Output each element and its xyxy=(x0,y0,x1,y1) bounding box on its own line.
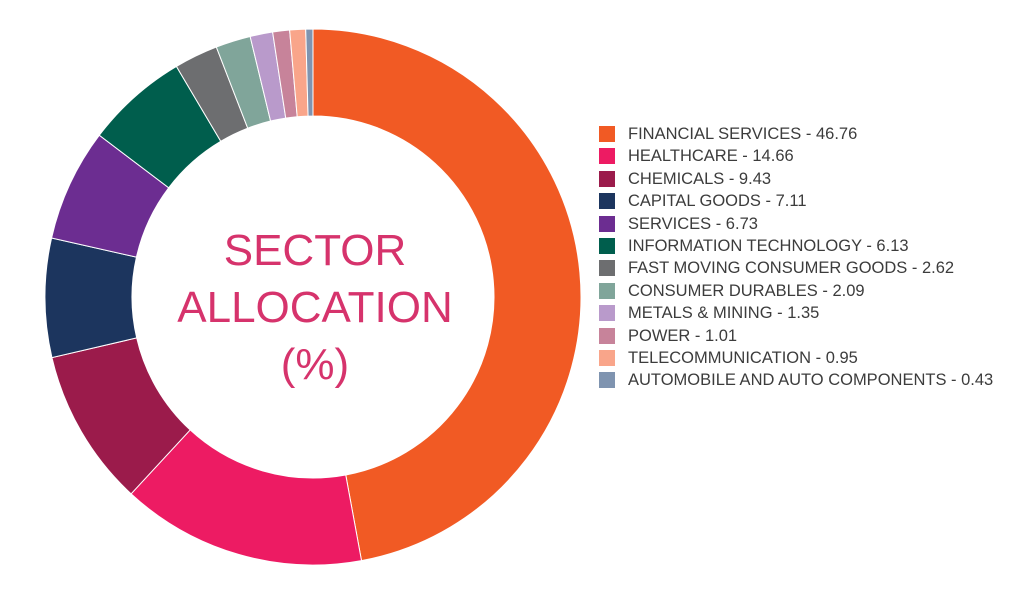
donut-slices xyxy=(44,28,582,566)
legend-label: TELECOMMUNICATION - 0.95 xyxy=(628,349,858,368)
legend-label: CAPITAL GOODS - 7.11 xyxy=(628,192,807,211)
legend-item: FINANCIAL SERVICES - 46.76 xyxy=(599,123,1019,145)
legend-item: INFORMATION TECHNOLOGY - 6.13 xyxy=(599,235,1019,257)
chart-title-line-1: SECTOR xyxy=(223,226,407,275)
legend-swatch xyxy=(599,372,615,389)
legend-item: SERVICES - 6.73 xyxy=(599,213,1019,235)
legend-label: CHEMICALS - 9.43 xyxy=(628,169,772,188)
legend-label: AUTOMOBILE AND AUTO COMPONENTS - 0.43 xyxy=(628,371,994,390)
legend-swatch xyxy=(599,350,615,367)
legend-label: SERVICES - 6.73 xyxy=(628,214,758,233)
legend-swatch xyxy=(599,260,615,277)
legend-item: POWER - 1.01 xyxy=(599,325,1019,347)
legend-swatch xyxy=(599,170,615,187)
sector-allocation-donut xyxy=(44,28,582,566)
legend-item: FAST MOVING CONSUMER GOODS - 2.62 xyxy=(599,257,1019,279)
chart-title: SECTOR ALLOCATION (%) xyxy=(160,222,470,393)
legend-swatch xyxy=(599,193,615,210)
donut-slice-financial-services xyxy=(312,28,582,562)
legend-item: CAPITAL GOODS - 7.11 xyxy=(599,190,1019,212)
legend-label: CONSUMER DURABLES - 2.09 xyxy=(628,281,865,300)
legend-label: FAST MOVING CONSUMER GOODS - 2.62 xyxy=(628,259,955,278)
legend-swatch xyxy=(599,282,615,299)
legend-swatch xyxy=(599,126,615,142)
legend-swatch xyxy=(599,327,615,344)
legend-label: POWER - 1.01 xyxy=(628,326,738,345)
legend-item: HEALTHCARE - 14.66 xyxy=(599,145,1019,167)
legend-label: FINANCIAL SERVICES - 46.76 xyxy=(628,125,858,143)
legend-item: CONSUMER DURABLES - 2.09 xyxy=(599,280,1019,302)
legend-item: TELECOMMUNICATION - 0.95 xyxy=(599,347,1019,369)
chart-title-line-3: (%) xyxy=(280,340,350,389)
legend-item: AUTOMOBILE AND AUTO COMPONENTS - 0.43 xyxy=(599,369,1019,391)
legend-item: CHEMICALS - 9.43 xyxy=(599,168,1019,190)
donut-slice-automobile-and-auto-components xyxy=(305,28,314,117)
chart-title-line-2: ALLOCATION xyxy=(177,283,453,332)
legend-label: METALS & MINING - 1.35 xyxy=(628,304,820,323)
legend-label: HEALTHCARE - 14.66 xyxy=(628,147,794,166)
chart-legend: FINANCIAL SERVICES - 46.76 HEALTHCARE - … xyxy=(599,123,1019,392)
legend-swatch xyxy=(599,238,615,255)
legend-swatch xyxy=(599,148,615,165)
donut-slice-capital-goods xyxy=(44,237,138,359)
legend-swatch xyxy=(599,305,615,322)
legend-label: INFORMATION TECHNOLOGY - 6.13 xyxy=(628,237,909,256)
legend-item: METALS & MINING - 1.35 xyxy=(599,302,1019,324)
legend-swatch xyxy=(599,215,615,232)
